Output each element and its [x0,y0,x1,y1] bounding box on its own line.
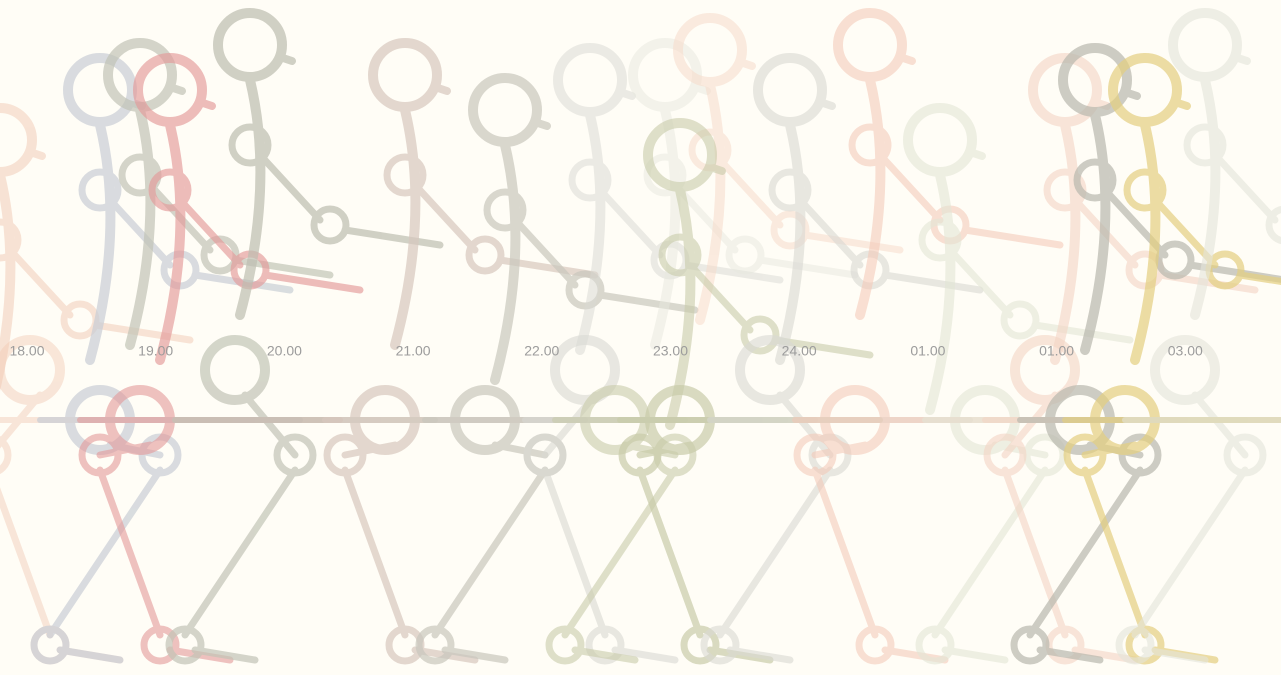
limb [620,92,632,96]
limb [170,87,182,91]
time-label: 19.00 [138,343,173,359]
time-label: 22.00 [524,343,559,359]
limb [280,57,292,61]
time-label: 18.00 [9,343,44,359]
limb [900,57,912,61]
limb [820,102,832,106]
time-label: 01.00 [910,343,945,359]
page: 18.00 19.00 20.00 21.00 22.00 23.00 24.00 01.00… [0,0,1281,675]
time-label: 23.00 [653,343,688,359]
artwork: 18.00 19.00 20.00 21.00 22.00 23.00 24.00 01.00… [0,0,1281,675]
limb [30,152,42,156]
limb [740,62,752,66]
limb [710,167,722,171]
limb [1125,92,1137,96]
time-label: 21.00 [396,343,431,359]
time-label: 24.00 [782,343,817,359]
limb [695,87,707,91]
limb [200,102,212,106]
limb [970,152,982,156]
limb [435,87,447,91]
time-label: 03.00 [1168,343,1203,359]
limb [1235,57,1247,61]
time-label: 20.00 [267,343,302,359]
limb [1175,102,1187,106]
limb [535,122,547,126]
time-label: 01.00 [1039,343,1074,359]
